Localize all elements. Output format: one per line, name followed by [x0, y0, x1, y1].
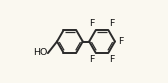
Text: HO: HO [33, 48, 47, 57]
Text: F: F [109, 55, 115, 64]
Text: F: F [109, 19, 115, 28]
Text: F: F [89, 19, 95, 28]
Text: F: F [89, 55, 95, 64]
Text: F: F [118, 37, 123, 46]
